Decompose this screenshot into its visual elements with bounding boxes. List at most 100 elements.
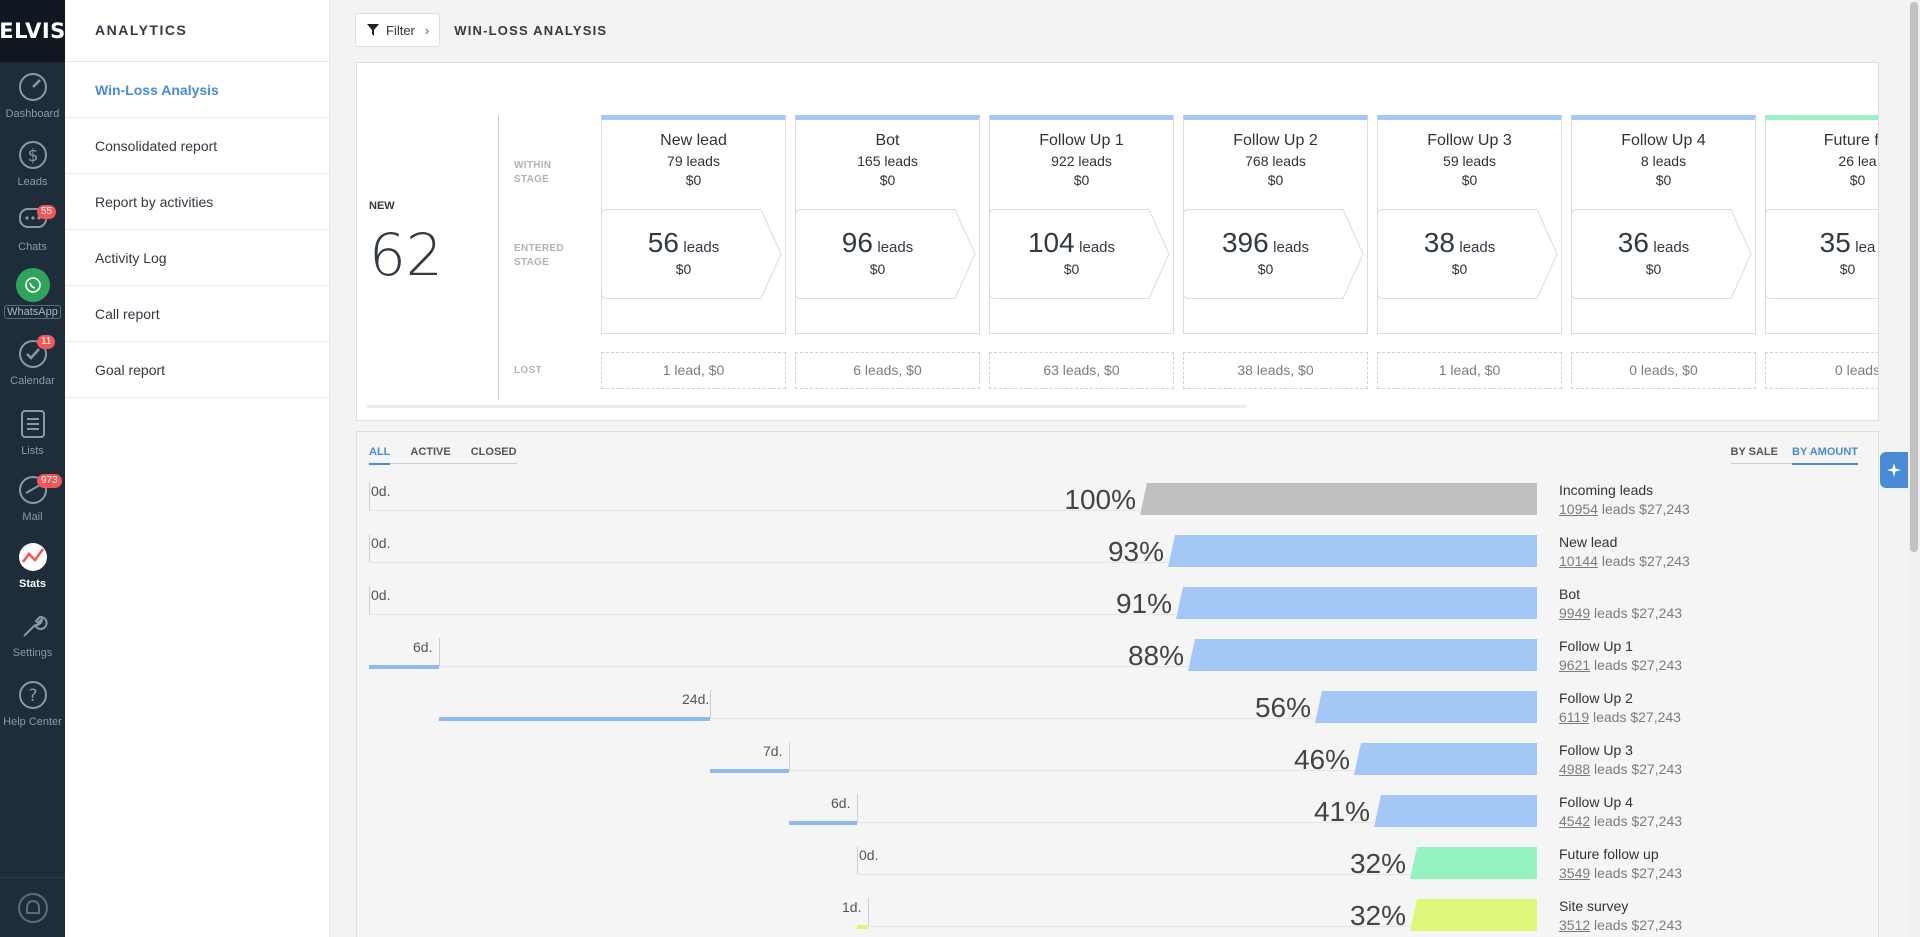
funnel-bar[interactable] xyxy=(1374,795,1537,827)
tab-active[interactable]: ACTIVE xyxy=(410,446,451,458)
rail-item-mail[interactable]: 973 Mail xyxy=(0,466,65,530)
funnel-bar[interactable] xyxy=(1176,587,1537,619)
row-label-lost: LOST xyxy=(514,365,542,376)
row-label-line: STAGE xyxy=(514,257,550,268)
rail-item-calendar[interactable]: 11 Calendar xyxy=(0,327,65,397)
mode-by-amount[interactable]: BY AMOUNT xyxy=(1792,446,1858,465)
within-leads: 26 lea xyxy=(1838,153,1877,169)
stage-card[interactable]: Bot 165 leads $0 96 leads $0 xyxy=(795,115,980,334)
help-icon: ? xyxy=(18,680,47,709)
entered-amount: $0 xyxy=(1257,261,1274,277)
scrollbar-thumb[interactable] xyxy=(1910,2,1918,552)
page-header: Filter › WIN-LOSS ANALYSIS xyxy=(355,12,607,48)
entered-count: 56 xyxy=(647,227,679,258)
lost-box[interactable]: 0 leads, $0 xyxy=(1571,352,1756,389)
lost-box[interactable]: 63 leads, $0 xyxy=(989,352,1174,389)
rail-item-settings[interactable]: Settings xyxy=(0,599,65,668)
lead-count-link[interactable]: 3512 xyxy=(1559,917,1591,933)
mode-toggle: BY SALE BY AMOUNT xyxy=(1730,446,1858,465)
funnel-bar[interactable] xyxy=(1354,743,1537,775)
funnel-row: 0d. 93% New lead 10144 leads $27,243 xyxy=(357,530,1878,582)
tab-closed[interactable]: CLOSED xyxy=(470,446,517,458)
stage-duration: 24d. xyxy=(682,691,710,707)
stage-card[interactable]: Follow Up 2 768 leads $0 396 leads $0 xyxy=(1183,115,1368,334)
lost-box[interactable]: 0 leads xyxy=(1765,352,1878,389)
row-gridline xyxy=(369,510,1140,511)
lead-count-link[interactable]: 10144 xyxy=(1559,553,1598,569)
rail-label: Mail xyxy=(22,511,43,523)
stage-duration: 0d. xyxy=(371,587,391,603)
rail-item-chats[interactable]: 55 Chats xyxy=(0,197,65,259)
analytics-sidebar: ANALYTICS Win-Loss Analysis Consolidated… xyxy=(65,0,330,937)
rail-label: Lists xyxy=(21,444,44,457)
row-gridline xyxy=(369,562,1168,563)
sidebar-item-win-loss-analysis[interactable]: Win-Loss Analysis xyxy=(65,62,329,118)
funnel-bar[interactable] xyxy=(1410,847,1537,879)
entered-amount: $0 xyxy=(869,261,886,277)
tab-all[interactable]: ALL xyxy=(369,446,391,465)
sidebar-title: ANALYTICS xyxy=(65,0,329,62)
divider xyxy=(498,115,499,400)
lead-count-link[interactable]: 9949 xyxy=(1559,605,1591,621)
within-amount: $0 xyxy=(1267,172,1284,188)
chevron-right-icon: › xyxy=(424,22,430,38)
lead-count-link[interactable]: 3549 xyxy=(1559,865,1591,881)
duration-bar xyxy=(857,925,868,929)
rail-item-whatsapp[interactable]: WhatsApp xyxy=(0,259,65,327)
mode-by-sale[interactable]: BY SALE xyxy=(1730,446,1778,458)
page-scrollbar[interactable] xyxy=(1908,0,1920,937)
svg-text:?: ? xyxy=(28,686,37,706)
rail-item-lists[interactable]: Lists xyxy=(0,397,65,466)
sidebar-item-report-by-activities[interactable]: Report by activities xyxy=(65,174,329,230)
sidebar-item-goal-report[interactable]: Goal report xyxy=(65,342,329,398)
notifications-button[interactable] xyxy=(0,877,65,937)
sidebar-item-call-report[interactable]: Call report xyxy=(65,286,329,342)
sidebar-item-activity-log[interactable]: Activity Log xyxy=(65,230,329,286)
lead-count-link[interactable]: 4542 xyxy=(1559,813,1591,829)
rail-item-dashboard[interactable]: Dashboard xyxy=(0,62,65,128)
dollar-icon: $ xyxy=(18,140,47,169)
page-title: WIN-LOSS ANALYSIS xyxy=(454,22,608,38)
lead-count-link[interactable]: 6119 xyxy=(1559,709,1590,725)
lost-box[interactable]: 38 leads, $0 xyxy=(1183,352,1368,389)
horizontal-scrollbar[interactable] xyxy=(367,405,1247,408)
lead-count-link[interactable]: 9621 xyxy=(1559,657,1591,673)
within-leads: 8 leads xyxy=(1640,153,1687,169)
svg-text:$: $ xyxy=(27,146,38,166)
funnel-bar[interactable] xyxy=(1140,483,1537,515)
stage-duration: 6d. xyxy=(831,795,851,811)
stage-card[interactable]: Follow Up 3 59 leads $0 38 leads $0 xyxy=(1377,115,1562,334)
funnel-stage-name: Follow Up 1 xyxy=(1559,638,1633,654)
funnel-bar[interactable] xyxy=(1168,535,1537,567)
funnel-stage-meta: 4988 leads $27,243 xyxy=(1559,761,1682,777)
funnel-bar[interactable] xyxy=(1315,691,1537,723)
arrow-shape xyxy=(795,209,976,299)
stage-name: Future fol xyxy=(1823,132,1879,149)
stage-card[interactable]: Future fol 26 lea $0 35 lea $0 xyxy=(1765,115,1879,334)
lost-box[interactable]: 1 lead, $0 xyxy=(601,352,786,389)
stage-name: Follow Up 4 xyxy=(1621,132,1706,149)
stage-card[interactable]: New lead 79 leads $0 56 leads $0 xyxy=(601,115,786,334)
lost-box[interactable]: 6 leads, $0 xyxy=(795,352,980,389)
stage-card[interactable]: Follow Up 4 8 leads $0 36 leads $0 xyxy=(1571,115,1756,334)
rail-item-help-center[interactable]: ? Help Center xyxy=(0,668,65,737)
lead-count-link[interactable]: 4988 xyxy=(1559,761,1591,777)
entered-count: 96 xyxy=(841,227,873,258)
lead-count-link[interactable]: 10954 xyxy=(1559,501,1598,517)
rail-item-stats[interactable]: Stats xyxy=(0,530,65,599)
stage-column: Future fol 26 lea $0 35 lea $0 xyxy=(1765,115,1879,334)
entered-amount: $0 xyxy=(1451,261,1468,277)
funnel-bar[interactable] xyxy=(1188,639,1537,671)
assistant-button[interactable] xyxy=(1880,452,1908,488)
filter-button[interactable]: Filter › xyxy=(355,13,441,47)
stage-card[interactable]: Follow Up 1 922 leads $0 104 leads $0 xyxy=(989,115,1174,334)
lost-box[interactable]: 1 lead, $0 xyxy=(1377,352,1562,389)
rail-label: Stats xyxy=(19,577,46,590)
funnel-bar[interactable] xyxy=(1410,899,1537,931)
rail-item-leads[interactable]: $ Leads xyxy=(0,128,65,197)
brand-logo[interactable]: ELVIS xyxy=(0,0,65,62)
sidebar-item-consolidated-report[interactable]: Consolidated report xyxy=(65,118,329,174)
icon-rail: ELVIS Dashboard $ Leads 55 Chats WhatsAp… xyxy=(0,0,65,937)
funnel-stage-meta: 10144 leads $27,243 xyxy=(1559,553,1690,569)
